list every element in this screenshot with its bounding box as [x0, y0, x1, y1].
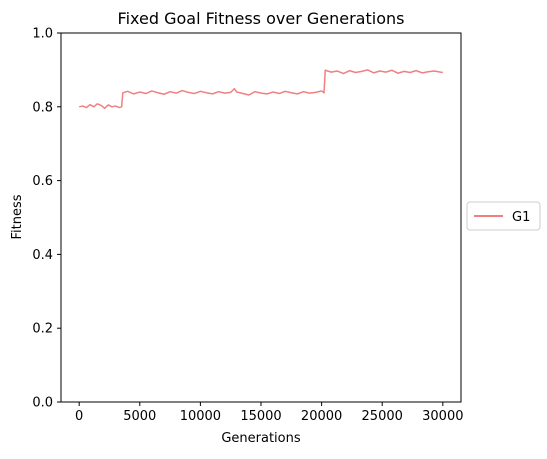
x-tick-label: 15000	[240, 409, 281, 424]
y-tick-label: 0.0	[32, 396, 53, 411]
y-axis-label: Fitness	[10, 194, 25, 239]
x-tick-label: 5000	[123, 409, 156, 424]
x-axis-label: Generations	[221, 431, 301, 446]
x-tick-label: 30000	[422, 409, 463, 424]
legend-label-g1: G1	[512, 210, 530, 225]
y-tick-label: 0.2	[32, 322, 53, 337]
legend-box	[466, 201, 541, 231]
x-axis-ticks: 0 5000 10000 15000 20000 25000 30000	[75, 402, 463, 424]
chart-title: Fixed Goal Fitness over Generations	[118, 9, 405, 28]
x-tick-label: 20000	[301, 409, 342, 424]
y-tick-label: 0.6	[32, 174, 53, 189]
y-axis-ticks: 0.0 0.2 0.4 0.6 0.8 1.0	[32, 27, 61, 411]
plot-area-frame	[60, 32, 462, 403]
x-tick-label: 25000	[362, 409, 403, 424]
legend: G1	[466, 201, 541, 231]
x-tick-label: 10000	[180, 409, 221, 424]
series-lines	[79, 69, 443, 110]
y-tick-label: 0.8	[32, 100, 53, 115]
y-tick-label: 0.4	[32, 248, 53, 263]
y-tick-label: 1.0	[32, 27, 53, 42]
x-tick-label: 0	[75, 409, 83, 424]
series-line-g1	[79, 69, 443, 110]
